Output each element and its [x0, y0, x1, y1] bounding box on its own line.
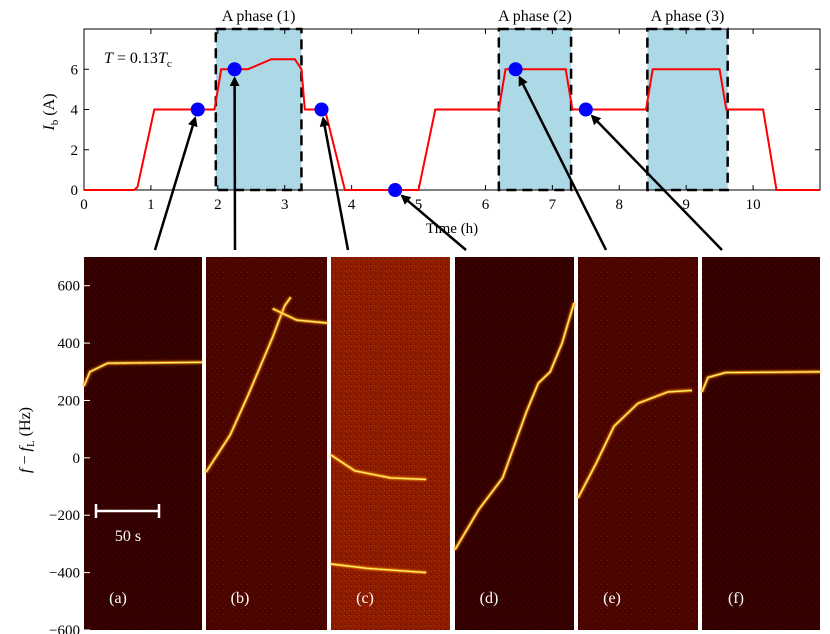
y-tick-label: 2 [71, 143, 79, 159]
sample-marker [227, 62, 242, 77]
spectrogram-panel: (e) [576, 257, 698, 630]
spectrogram-panel: (b) [204, 257, 328, 630]
a-phase-label: A phase (2) [498, 8, 572, 25]
frequency-tick-label: 200 [58, 393, 81, 409]
spectrogram-panel: (d) [453, 257, 576, 630]
sample-marker [314, 102, 329, 117]
panel-arrow [153, 116, 198, 251]
panel-arrows [153, 75, 723, 251]
temperature-annotation: T = 0.13Tc [104, 50, 172, 70]
x-tick-label: 6 [482, 197, 490, 213]
frequency-tick-label: −400 [49, 566, 80, 582]
x-tick-label: 5 [415, 197, 423, 213]
panel-tag: (e) [603, 590, 621, 607]
x-tick-label: 4 [348, 197, 356, 213]
y-axis-label: Ib (A) [41, 93, 61, 131]
spectrogram-panel: (c) [330, 257, 450, 630]
frequency-tick-label: 600 [58, 279, 81, 295]
frequency-trace [577, 389, 693, 499]
x-axis-label: Time (h) [426, 221, 478, 237]
frequency-trace [454, 302, 575, 551]
spectrogram-background [331, 257, 450, 630]
panel-arrow [400, 194, 467, 251]
a-phase-region [647, 29, 728, 190]
spectrogram-panel: (a) [82, 257, 203, 630]
current-curve [84, 58, 820, 191]
frequency-axis: 600 400 200 0 −200 −400 −600 [49, 279, 90, 634]
panel-tag: (d) [480, 590, 499, 607]
spectrogram-background [702, 257, 820, 630]
x-tick-label: 2 [214, 197, 222, 213]
a-phase-label: A phase (3) [651, 8, 725, 25]
frequency-trace [330, 454, 427, 481]
panel-tag: (b) [231, 590, 250, 607]
panel-tag: (c) [356, 590, 374, 607]
x-tick-label: 7 [549, 197, 557, 213]
x-tick-label: 3 [281, 197, 289, 213]
x-axis: 0 1 2 3 4 5 6 7 8 9 10 [80, 29, 761, 213]
y-tick-label: 0 [71, 183, 79, 199]
frequency-tick-label: −200 [49, 508, 80, 524]
y-tick-label: 4 [71, 103, 79, 119]
panel-arrow [590, 114, 723, 251]
current-vs-time-plot: A phase (1) A phase (2) A phase (3) 0 1 2 3 4 5… [41, 8, 821, 237]
a-phase-regions: A phase (1) A phase (2) A phase (3) [214, 8, 729, 192]
spectrogram-background [578, 257, 698, 630]
panel-tag: (f) [728, 590, 744, 607]
x-tick-label: 10 [746, 197, 761, 213]
frequency-tick-label: 0 [73, 451, 81, 467]
frequency-trace [330, 563, 427, 574]
frequency-trace [272, 307, 328, 324]
sample-marker [578, 102, 593, 117]
x-tick-label: 9 [682, 197, 690, 213]
frequency-trace [701, 371, 821, 393]
scale-bar-label: 50 s [115, 528, 141, 545]
panel-tag: (a) [109, 590, 127, 607]
panel-arrow [319, 116, 350, 251]
frequency-tick-label: 400 [58, 336, 81, 352]
sample-marker [508, 62, 523, 77]
spectrogram-background [84, 257, 202, 630]
y-tick-label: 6 [71, 62, 79, 78]
frequency-axis-label: f − fL (Hz) [17, 407, 37, 473]
frequency-trace [205, 296, 292, 473]
scale-bar: 50 s [94, 504, 161, 545]
x-tick-label: 1 [147, 197, 155, 213]
x-tick-label: 0 [80, 197, 88, 213]
a-phase-label: A phase (1) [222, 8, 296, 25]
sample-marker [388, 183, 403, 197]
frequency-tick-label: −600 [49, 623, 80, 634]
a-phase-region [215, 29, 302, 190]
sample-markers [190, 62, 593, 197]
x-tick-label: 8 [616, 197, 624, 213]
sample-marker [190, 102, 205, 117]
frequency-trace [83, 361, 203, 387]
panel-arrow [518, 75, 608, 251]
